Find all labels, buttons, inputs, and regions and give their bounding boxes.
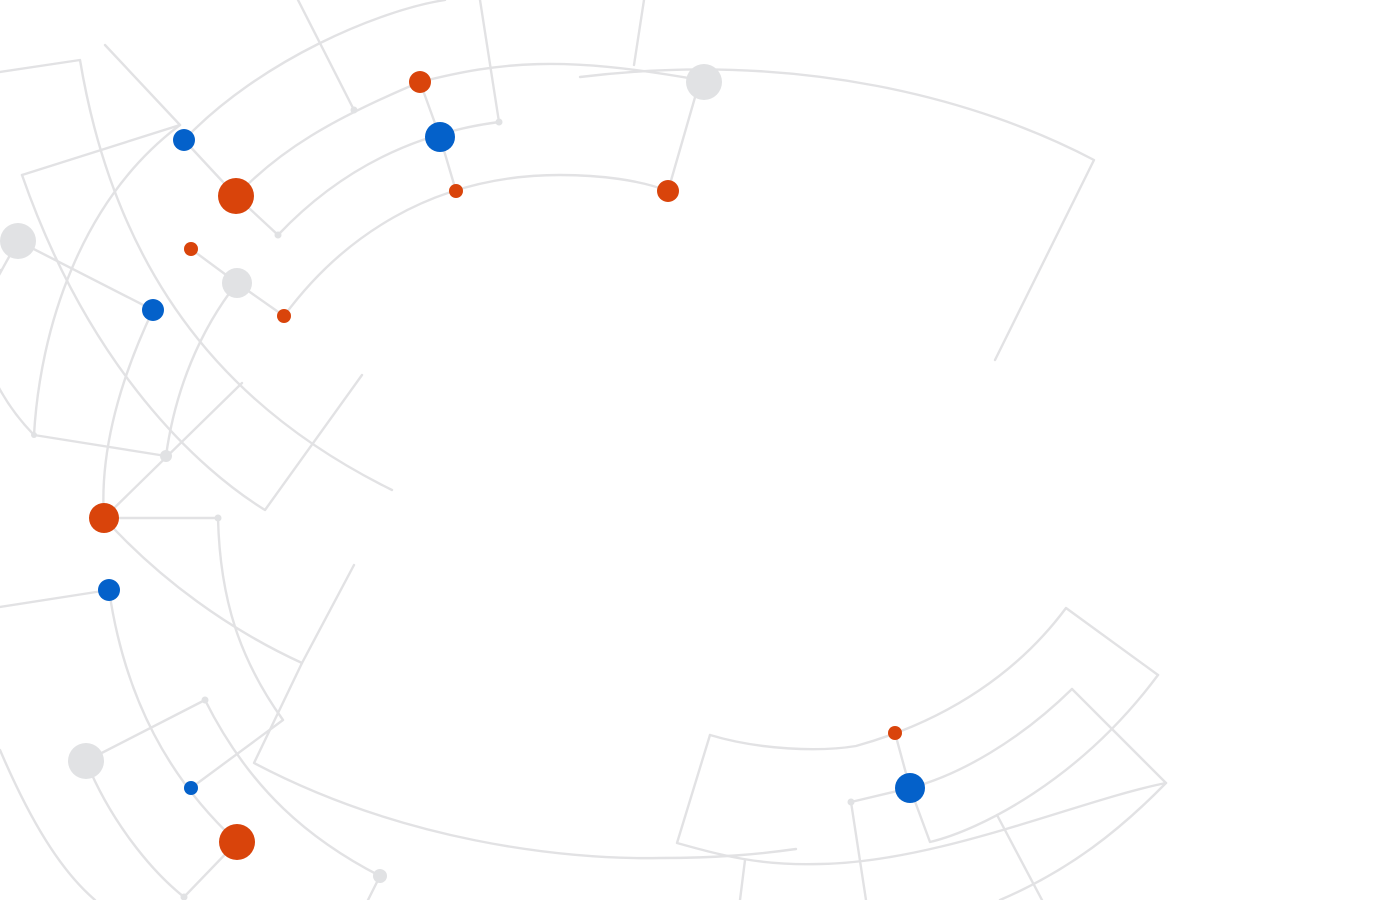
connector-line xyxy=(995,813,1044,900)
orange-node xyxy=(409,71,431,93)
connector-line xyxy=(0,268,36,437)
blue-node xyxy=(98,579,120,601)
connector-line xyxy=(102,516,285,790)
connector-line xyxy=(0,239,20,276)
grey-node xyxy=(214,514,222,522)
grey-node xyxy=(160,450,172,462)
grey-node xyxy=(686,64,722,100)
grey-node xyxy=(31,432,37,438)
network-nodes xyxy=(0,64,925,900)
connector-line xyxy=(164,281,239,458)
connector-line xyxy=(16,239,155,312)
blue-node xyxy=(173,129,195,151)
connector-line xyxy=(102,381,244,520)
connector-line xyxy=(578,68,1096,362)
connector-line xyxy=(893,673,1160,844)
orange-node xyxy=(657,180,679,202)
connector-line xyxy=(418,62,702,193)
connector-line xyxy=(282,173,670,318)
connector-line xyxy=(32,123,182,458)
connector-line xyxy=(84,698,382,900)
blue-node xyxy=(142,299,164,321)
blue-node xyxy=(425,122,455,152)
grey-node xyxy=(373,869,387,883)
grey-node xyxy=(0,223,36,259)
orange-node xyxy=(89,503,119,533)
grey-node xyxy=(68,743,104,779)
connector-line xyxy=(20,173,364,512)
orange-node xyxy=(449,184,463,198)
blue-node xyxy=(184,781,198,795)
orange-node xyxy=(219,824,255,860)
blue-node xyxy=(895,773,925,803)
connector-line xyxy=(252,661,798,860)
connector-line xyxy=(0,588,239,844)
connector-line xyxy=(182,0,447,142)
orange-node xyxy=(277,309,291,323)
connector-line xyxy=(632,0,646,67)
connector-line xyxy=(849,687,1074,900)
connector-line xyxy=(738,858,747,900)
connector-line xyxy=(0,58,394,492)
orange-node xyxy=(888,726,902,740)
orange-node xyxy=(218,178,254,214)
grey-node xyxy=(274,231,282,239)
connector-line xyxy=(102,308,155,520)
grey-node xyxy=(847,798,855,806)
grey-node xyxy=(180,893,188,900)
grey-node xyxy=(222,268,252,298)
connector-line xyxy=(84,759,239,899)
connector-line xyxy=(0,748,97,900)
orange-node xyxy=(184,242,198,256)
connector-line xyxy=(998,781,1168,900)
grey-node xyxy=(350,106,358,114)
connector-line xyxy=(102,516,356,665)
grey-node xyxy=(201,696,209,704)
connector-line xyxy=(708,606,1160,751)
grey-node xyxy=(495,118,503,126)
connector-line xyxy=(276,0,501,237)
connector-line xyxy=(675,687,1168,866)
connector-line xyxy=(296,0,356,112)
